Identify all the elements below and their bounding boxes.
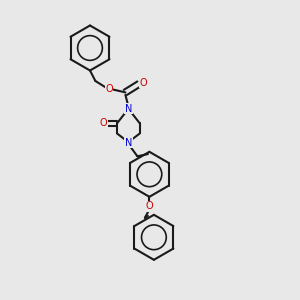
Text: O: O	[140, 77, 147, 88]
Text: N: N	[125, 104, 132, 114]
Text: N: N	[125, 138, 132, 148]
Text: O: O	[146, 201, 153, 212]
Text: O: O	[100, 118, 107, 128]
Text: O: O	[105, 84, 113, 94]
